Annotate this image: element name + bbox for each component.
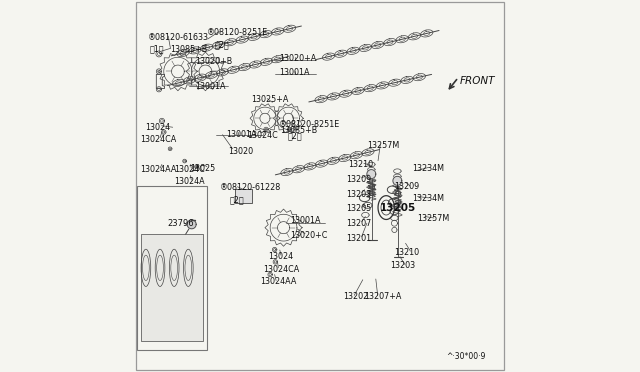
Text: FRONT: FRONT [460, 76, 495, 86]
Text: 13203: 13203 [390, 261, 415, 270]
Text: 13025: 13025 [191, 164, 216, 173]
Text: 13085+B: 13085+B [280, 126, 317, 135]
Text: ®08120-8251E: ®08120-8251E [207, 28, 268, 37]
Text: ®08120-8251E: ®08120-8251E [279, 120, 340, 129]
Text: ®08120-61228: ®08120-61228 [220, 183, 282, 192]
Polygon shape [367, 170, 376, 179]
Text: 13207+A: 13207+A [364, 292, 401, 301]
Text: 13209: 13209 [394, 182, 420, 191]
Text: 13205: 13205 [380, 203, 416, 212]
Text: 13210: 13210 [394, 248, 420, 257]
Text: 13001A: 13001A [195, 82, 226, 91]
Text: 13024AA: 13024AA [140, 165, 177, 174]
Text: 13257M: 13257M [417, 214, 450, 223]
Text: 13025+A: 13025+A [251, 95, 289, 104]
Bar [137, 186, 207, 350]
Text: 13209: 13209 [346, 175, 371, 184]
Text: 13001A: 13001A [279, 68, 310, 77]
Text: 13001A: 13001A [291, 217, 321, 225]
Text: （1）: （1） [150, 45, 164, 54]
Text: （2）: （2） [215, 40, 230, 49]
Bar [141, 234, 203, 341]
Text: 13234M: 13234M [412, 194, 444, 203]
Text: 13024CA: 13024CA [140, 135, 176, 144]
Text: 13024AA: 13024AA [260, 278, 296, 286]
Text: 13024A: 13024A [174, 177, 205, 186]
Text: 13205: 13205 [346, 204, 371, 213]
Polygon shape [188, 220, 196, 229]
Text: 13024: 13024 [268, 252, 293, 261]
Text: 13020+B: 13020+B [195, 57, 232, 66]
Text: （2）: （2） [230, 195, 244, 204]
Text: 13020+A: 13020+A [279, 54, 316, 63]
Polygon shape [393, 176, 402, 185]
Text: 13020: 13020 [228, 147, 253, 155]
Text: 13085+B: 13085+B [170, 45, 208, 54]
Text: 13020+C: 13020+C [291, 231, 328, 240]
Text: （2）: （2） [288, 132, 303, 141]
Text: 13257M: 13257M [367, 141, 400, 150]
Text: 13001A: 13001A [227, 130, 257, 139]
Text: 13024C: 13024C [248, 131, 278, 140]
Text: ®08120-61633: ®08120-61633 [148, 33, 209, 42]
Polygon shape [239, 191, 248, 200]
Text: 13210: 13210 [348, 160, 373, 169]
Text: 13024: 13024 [145, 123, 170, 132]
Text: 13202: 13202 [343, 292, 368, 301]
Text: 13203: 13203 [346, 190, 371, 199]
Text: 13234M: 13234M [412, 164, 444, 173]
Text: ^·30*00·9: ^·30*00·9 [447, 352, 486, 361]
Text: 13024C: 13024C [174, 165, 205, 174]
Text: 13207: 13207 [346, 219, 371, 228]
Text: 13201: 13201 [346, 234, 371, 243]
Text: 13024CA: 13024CA [262, 265, 299, 274]
Text: 23796: 23796 [168, 219, 194, 228]
Bar [235, 189, 252, 203]
